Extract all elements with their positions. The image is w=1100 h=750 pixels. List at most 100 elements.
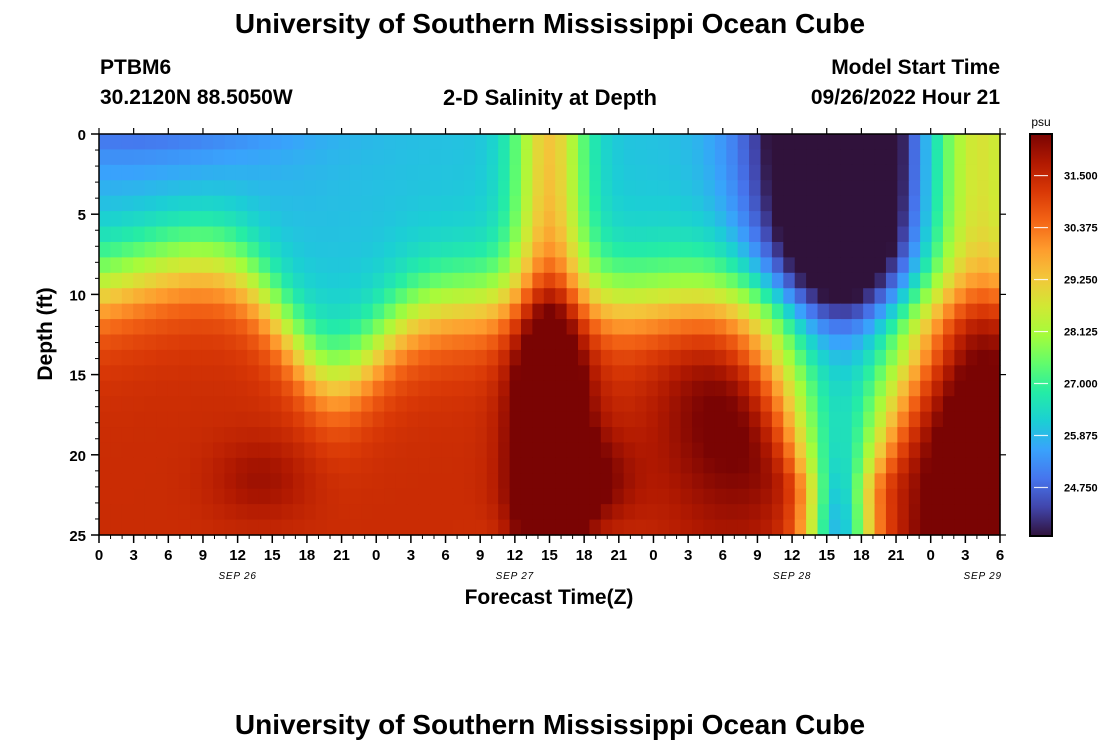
heatmap-cell bbox=[885, 241, 898, 258]
heatmap-cell bbox=[429, 257, 442, 274]
heatmap-cell bbox=[578, 241, 591, 258]
heatmap-cell bbox=[190, 380, 203, 397]
heatmap-cell bbox=[703, 442, 716, 459]
heatmap-cell bbox=[235, 396, 248, 413]
heatmap-cell bbox=[760, 134, 773, 151]
heatmap-cell bbox=[931, 504, 944, 521]
heatmap-cell bbox=[315, 334, 328, 351]
heatmap-cell bbox=[201, 334, 214, 351]
heatmap-cell bbox=[942, 442, 955, 459]
heatmap-cell bbox=[646, 411, 659, 428]
heatmap-cell bbox=[475, 288, 488, 305]
heatmap-cell bbox=[977, 365, 990, 382]
heatmap-cell bbox=[475, 427, 488, 444]
heatmap-cell bbox=[851, 288, 864, 305]
heatmap-cell bbox=[418, 457, 431, 474]
heatmap-cell bbox=[692, 195, 705, 212]
heatmap-cell bbox=[920, 195, 933, 212]
heatmap-cell bbox=[874, 442, 887, 459]
heatmap-cell bbox=[190, 457, 203, 474]
heatmap-cell bbox=[840, 211, 853, 228]
heatmap-cell bbox=[224, 195, 237, 212]
heatmap-cell bbox=[327, 257, 340, 274]
heatmap-cell bbox=[121, 288, 134, 305]
heatmap-cell bbox=[794, 134, 807, 151]
heatmap-cell bbox=[635, 396, 648, 413]
heatmap-cell bbox=[863, 396, 876, 413]
heatmap-cell bbox=[977, 442, 990, 459]
heatmap-cell bbox=[771, 365, 784, 382]
heatmap-cell bbox=[863, 442, 876, 459]
heatmap-cell bbox=[304, 226, 317, 243]
heatmap-cell bbox=[509, 427, 522, 444]
heatmap-cell bbox=[532, 241, 545, 258]
heatmap-cell bbox=[840, 134, 853, 151]
heatmap-cell bbox=[703, 149, 716, 166]
heatmap-cell bbox=[304, 396, 317, 413]
heatmap-cell bbox=[885, 442, 898, 459]
heatmap-cell bbox=[520, 396, 533, 413]
heatmap-cell bbox=[874, 473, 887, 490]
heatmap-cell bbox=[988, 365, 1001, 382]
heatmap-cell bbox=[247, 180, 260, 197]
heatmap-cell bbox=[680, 504, 693, 521]
heatmap-cell bbox=[235, 365, 248, 382]
heatmap-cell bbox=[99, 288, 112, 305]
heatmap-cell bbox=[714, 411, 727, 428]
heatmap-cell bbox=[737, 380, 750, 397]
heatmap-cell bbox=[395, 134, 408, 151]
heatmap-cell bbox=[908, 380, 921, 397]
heatmap-cell bbox=[258, 303, 271, 320]
heatmap-cell bbox=[429, 211, 442, 228]
heatmap-cell bbox=[281, 211, 294, 228]
heatmap-cell bbox=[520, 257, 533, 274]
heatmap-cell bbox=[247, 334, 260, 351]
heatmap-cell bbox=[954, 180, 967, 197]
heatmap-cell bbox=[817, 226, 830, 243]
heatmap-cell bbox=[156, 396, 169, 413]
heatmap-cell bbox=[441, 457, 454, 474]
heatmap-cell bbox=[555, 319, 568, 336]
heatmap-cell bbox=[749, 319, 762, 336]
heatmap-cell bbox=[578, 349, 591, 366]
heatmap-cell bbox=[737, 457, 750, 474]
heatmap-cell bbox=[840, 396, 853, 413]
heatmap-cell bbox=[817, 180, 830, 197]
heatmap-cell bbox=[749, 303, 762, 320]
heatmap-cell bbox=[292, 149, 305, 166]
heatmap-cell bbox=[600, 195, 613, 212]
heatmap-cell bbox=[543, 349, 556, 366]
heatmap-cell bbox=[475, 226, 488, 243]
x-tick-label: 12 bbox=[229, 547, 246, 564]
heatmap-cell bbox=[954, 334, 967, 351]
heatmap-cell bbox=[178, 211, 191, 228]
heatmap-cell bbox=[885, 473, 898, 490]
heatmap-cell bbox=[885, 334, 898, 351]
heatmap-cell bbox=[463, 272, 476, 289]
heatmap-cell bbox=[133, 380, 146, 397]
heatmap-cell bbox=[133, 488, 146, 505]
heatmap-cell bbox=[156, 488, 169, 505]
heatmap-cell bbox=[954, 149, 967, 166]
heatmap-cell bbox=[851, 211, 864, 228]
heatmap-cell bbox=[578, 195, 591, 212]
heatmap-cell bbox=[338, 504, 351, 521]
heatmap-cell bbox=[749, 427, 762, 444]
heatmap-cell bbox=[714, 380, 727, 397]
heatmap-cell bbox=[726, 504, 739, 521]
heatmap-cell bbox=[828, 411, 841, 428]
heatmap-cell bbox=[646, 303, 659, 320]
heatmap-cell bbox=[977, 195, 990, 212]
heatmap-cell bbox=[908, 149, 921, 166]
heatmap-cell bbox=[338, 457, 351, 474]
heatmap-cell bbox=[463, 488, 476, 505]
heatmap-cell bbox=[178, 504, 191, 521]
heatmap-cell bbox=[429, 164, 442, 181]
heatmap-cell bbox=[794, 427, 807, 444]
heatmap-cell bbox=[988, 303, 1001, 320]
heatmap-cell bbox=[452, 334, 465, 351]
heatmap-cell bbox=[635, 488, 648, 505]
heatmap-cell bbox=[874, 411, 887, 428]
heatmap-cell bbox=[520, 473, 533, 490]
heatmap-cell bbox=[771, 504, 784, 521]
